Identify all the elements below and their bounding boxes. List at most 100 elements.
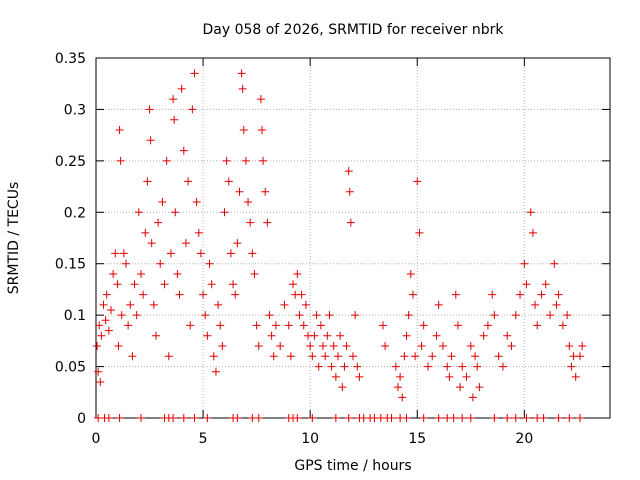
data-point: [218, 342, 227, 350]
data-point: [565, 342, 574, 350]
data-point: [423, 362, 432, 371]
data-point: [96, 378, 105, 386]
data-point: [229, 280, 238, 289]
data-point: [233, 239, 242, 248]
data-point: [552, 300, 561, 309]
x-tick-label: 0: [92, 431, 101, 447]
data-point: [554, 414, 563, 422]
data-point: [256, 95, 265, 104]
data-point: [398, 393, 407, 402]
data-point: [297, 290, 306, 299]
data-point: [286, 352, 295, 361]
data-point: [186, 321, 195, 330]
x-tick-label: 15: [408, 431, 426, 447]
data-point: [121, 259, 130, 268]
data-point: [503, 414, 512, 422]
data-point: [104, 326, 113, 335]
data-point: [94, 367, 103, 376]
data-point: [378, 321, 387, 330]
data-point: [344, 167, 353, 176]
data-point: [184, 177, 193, 186]
data-point: [458, 362, 467, 371]
y-tick-label: 0.25: [55, 154, 86, 170]
data-point: [194, 228, 203, 237]
data-point: [143, 177, 152, 186]
data-point: [456, 383, 465, 392]
data-point: [179, 414, 188, 422]
data-point: [466, 414, 475, 422]
data-point: [402, 414, 411, 422]
data-point: [254, 414, 263, 422]
data-point: [396, 372, 405, 381]
data-point: [526, 208, 535, 217]
x-tick-label: 20: [515, 431, 533, 447]
y-tick-labels: 0 0.05 0.1 0.15 0.2 0.25 0.3 0.35: [55, 51, 86, 427]
data-point: [546, 311, 555, 320]
data-point: [571, 372, 580, 381]
data-point: [565, 414, 574, 422]
data-point: [306, 342, 315, 350]
data-point: [413, 177, 422, 186]
data-point: [192, 198, 201, 206]
data-point: [323, 331, 332, 340]
y-tick-label: 0: [77, 411, 86, 427]
data-point: [293, 270, 302, 278]
data-point: [503, 331, 512, 340]
data-point: [331, 372, 340, 381]
data-point: [331, 414, 340, 422]
y-tick-label: 0.3: [64, 102, 86, 118]
data-point: [528, 228, 537, 237]
data-point: [308, 414, 317, 422]
data-point: [387, 414, 396, 422]
data-point: [417, 342, 426, 350]
grid: [96, 58, 610, 418]
data-point: [113, 280, 122, 289]
data-point: [537, 290, 546, 299]
data-point: [149, 300, 158, 309]
data-point: [299, 321, 308, 330]
data-point: [393, 383, 402, 392]
data-point: [214, 300, 223, 309]
data-point: [271, 321, 280, 330]
data-point: [190, 414, 199, 422]
data-point: [115, 414, 124, 422]
data-point: [402, 331, 411, 340]
data-point: [578, 342, 587, 350]
data-point: [160, 280, 169, 289]
data-point: [248, 249, 257, 258]
data-point: [166, 249, 175, 258]
data-point: [522, 414, 531, 422]
data-point: [411, 352, 420, 361]
data-point: [406, 270, 415, 278]
data-point: [531, 300, 540, 309]
data-point: [428, 352, 437, 361]
data-point: [106, 306, 115, 314]
data-point: [252, 321, 261, 330]
data-point: [312, 311, 321, 320]
y-tick-label: 0.1: [64, 308, 86, 324]
data-point: [445, 372, 454, 381]
data-point: [334, 352, 343, 361]
data-point: [479, 331, 488, 340]
data-point: [99, 300, 108, 309]
data-point: [151, 331, 160, 340]
data-point: [494, 352, 503, 361]
data-point: [471, 352, 480, 361]
data-point: [276, 342, 285, 350]
data-point: [111, 249, 120, 258]
data-point: [451, 290, 460, 299]
data-point: [126, 300, 135, 309]
data-point: [147, 239, 156, 248]
data-point: [325, 311, 334, 320]
data-point: [130, 280, 139, 289]
data-point: [490, 311, 499, 320]
data-point: [261, 187, 270, 196]
data-point: [576, 352, 585, 361]
data-point: [141, 228, 150, 237]
data-point: [295, 311, 304, 320]
data-point: [181, 239, 190, 248]
data-point: [171, 208, 180, 217]
data-point: [310, 331, 319, 340]
chart-title: Day 058 of 2026, SRMTID for receiver nbr…: [202, 22, 504, 38]
data-point: [316, 321, 325, 330]
